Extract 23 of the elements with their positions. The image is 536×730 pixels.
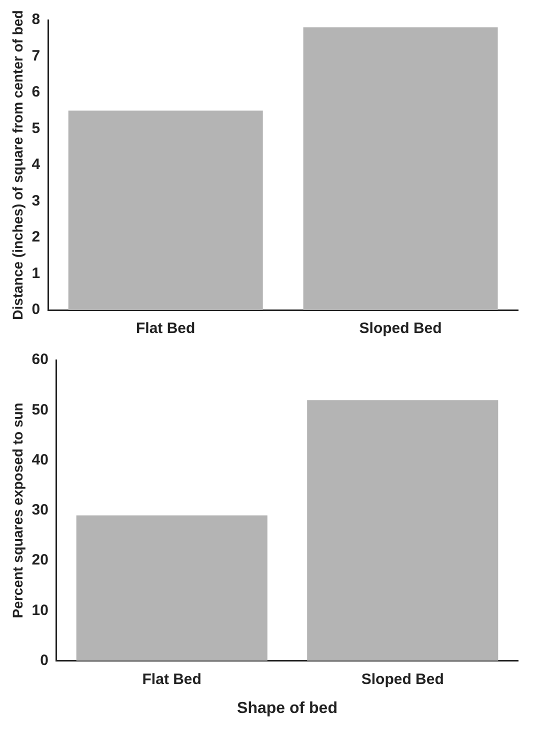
y-axis-title: Distance (inches) of square from center of bed [9,10,26,320]
y-tick-label: 10 [32,602,48,619]
y-tick-label: 0 [40,652,48,669]
y-tick-label: 1 [32,264,40,282]
y-tick-label: 8 [32,11,40,28]
x-tick-label: Sloped Bed [359,320,442,338]
y-tick-label: 5 [32,120,40,137]
x-axis-title: Shape of bed [237,700,338,717]
x-tick-label: Flat Bed [136,320,196,338]
y-tick-label: 3 [32,192,40,210]
y-tick-label: 60 [32,351,48,368]
y-tick-label: 7 [32,47,40,64]
y-tick-label: 20 [32,552,48,569]
y-axis-title: Percent squares exposed to sun [9,402,26,618]
y-tick-label: 2 [32,228,40,246]
x-tick-label: Flat Bed [142,670,202,688]
y-tick-label: 50 [32,401,48,418]
y-tick-label: 0 [32,301,40,318]
y-tick-label: 6 [32,84,40,101]
x-tick-label: Sloped Bed [361,670,444,688]
y-tick-label: 40 [32,451,48,468]
y-tick-label: 4 [32,156,41,174]
y-tick-label: 30 [32,502,48,519]
